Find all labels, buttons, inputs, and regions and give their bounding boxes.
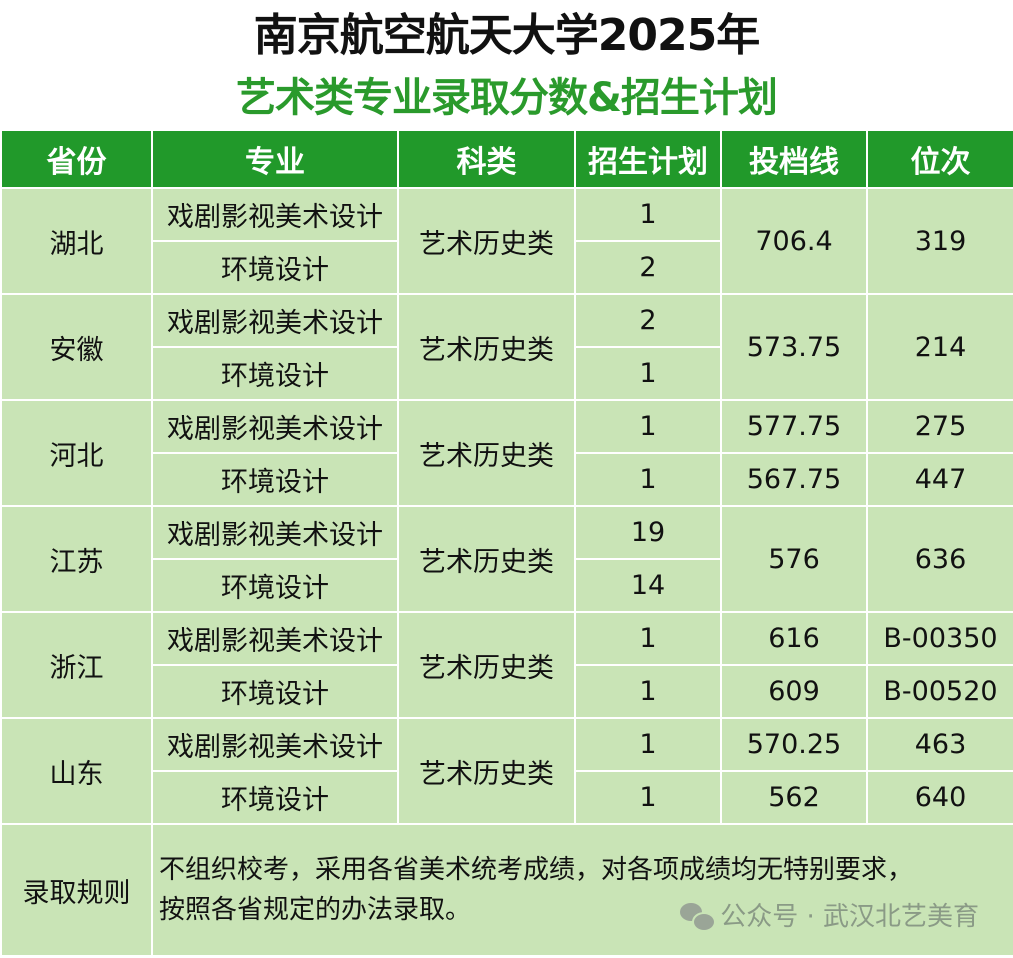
major-cell: 戏剧影视美术设计 (151, 293, 399, 348)
category-cell: 艺术历史类 (397, 611, 576, 719)
admission-table: 省份 专业 科类 招生计划 投档线 位次 湖北 戏剧影视美术设计 艺术历史类 1… (0, 129, 1013, 957)
plan-cell: 1 (574, 399, 722, 454)
table-row: 安徽 戏剧影视美术设计 艺术历史类 2 573.75 214 (0, 293, 1013, 401)
header-row: 省份 专业 科类 招生计划 投档线 位次 (0, 129, 1013, 189)
page-title: 南京航空航天大学2025年 (253, 10, 760, 61)
score-cell: 576 (720, 505, 868, 613)
plan-cell: 2 (574, 240, 722, 295)
score-cell: 577.75 (720, 399, 868, 454)
plan-cell: 1 (574, 187, 722, 242)
province-cell: 河北 (0, 399, 153, 507)
category-cell: 艺术历史类 (397, 505, 576, 613)
province-cell: 安徽 (0, 293, 153, 401)
table-row: 环境设计 1 567.75 447 (1, 452, 1013, 507)
rule-line-2: 按照各省规定的办法录取。 (159, 895, 472, 925)
plan-cell: 19 (574, 505, 722, 560)
major-cell: 环境设计 (151, 346, 399, 401)
category-cell: 艺术历史类 (397, 399, 576, 507)
admission-rule-row: 录取规则 不组织校考，采用各省美术统考成绩，对各项成绩均无特别要求， 按照各省规… (0, 823, 1013, 957)
watermark: 公众号 · 武汉北艺美育 (680, 897, 979, 937)
table-row: 环境设计 14 (1, 558, 1013, 613)
wechat-icon (680, 903, 717, 932)
category-cell: 艺术历史类 (397, 187, 576, 295)
major-cell: 戏剧影视美术设计 (151, 717, 399, 772)
rank-cell: 640 (866, 770, 1013, 825)
rule-text: 不组织校考，采用各省美术统考成绩，对各项成绩均无特别要求， 按照各省规定的办法录… (151, 823, 1013, 957)
plan-cell: 1 (574, 770, 722, 825)
table-row: 河北 戏剧影视美术设计 艺术历史类 1 577.75 275 (0, 399, 1013, 507)
header-score: 投档线 (720, 129, 868, 189)
header-category: 科类 (397, 129, 576, 189)
major-cell: 戏剧影视美术设计 (151, 399, 399, 454)
major-cell: 环境设计 (151, 558, 399, 613)
province-cell: 浙江 (0, 611, 153, 719)
rank-cell: 275 (866, 399, 1013, 454)
major-cell: 戏剧影视美术设计 (151, 611, 399, 666)
watermark-text: 公众号 · 武汉北艺美育 (720, 902, 979, 932)
rank-cell: 463 (866, 717, 1013, 772)
rank-cell: B-00350 (866, 611, 1013, 666)
score-cell: 562 (720, 770, 868, 825)
table-row: 环境设计 1 (1, 346, 1013, 401)
header-plan: 招生计划 (574, 129, 722, 189)
rank-cell: 447 (866, 452, 1013, 507)
score-cell: 616 (720, 611, 868, 666)
major-cell: 环境设计 (151, 240, 399, 295)
table-row: 环境设计 2 (1, 240, 1013, 295)
header-rank: 位次 (866, 129, 1013, 189)
province-cell: 江苏 (0, 505, 153, 613)
category-cell: 艺术历史类 (397, 717, 576, 825)
province-cell: 山东 (0, 717, 153, 825)
table-row: 湖北 戏剧影视美术设计 艺术历史类 1 706.4 319 (0, 187, 1013, 295)
table-row: 环境设计 1 609 B-00520 (1, 664, 1013, 719)
score-cell: 706.4 (720, 187, 868, 295)
major-cell: 环境设计 (151, 664, 399, 719)
table-row: 浙江 戏剧影视美术设计 艺术历史类 1 616 B-00350 (0, 611, 1013, 719)
plan-cell: 1 (574, 346, 722, 401)
table-row: 江苏 戏剧影视美术设计 艺术历史类 19 576 636 (0, 505, 1013, 613)
score-cell: 570.25 (720, 717, 868, 772)
major-cell: 戏剧影视美术设计 (151, 187, 399, 242)
major-cell: 环境设计 (151, 770, 399, 825)
major-cell: 环境设计 (151, 452, 399, 507)
plan-cell: 1 (574, 664, 722, 719)
page-subtitle: 艺术类专业录取分数&招生计划 (236, 75, 778, 121)
rank-cell: 319 (866, 187, 1013, 295)
table-row: 山东 戏剧影视美术设计 艺术历史类 1 570.25 463 (0, 717, 1013, 825)
province-cell: 湖北 (0, 187, 153, 295)
plan-cell: 2 (574, 293, 722, 348)
rank-cell: 214 (866, 293, 1013, 401)
rank-cell: B-00520 (866, 664, 1013, 719)
rule-label: 录取规则 (0, 823, 153, 957)
rule-line-1: 不组织校考，采用各省美术统考成绩，对各项成绩均无特别要求， (159, 855, 914, 885)
plan-cell: 1 (574, 611, 722, 666)
major-cell: 戏剧影视美术设计 (151, 505, 399, 560)
score-cell: 573.75 (720, 293, 868, 401)
header-major: 专业 (151, 129, 399, 189)
header-province: 省份 (0, 129, 153, 189)
table-row: 环境设计 1 562 640 (1, 770, 1013, 825)
rank-cell: 636 (866, 505, 1013, 613)
plan-cell: 1 (574, 452, 722, 507)
category-cell: 艺术历史类 (397, 293, 576, 401)
score-cell: 609 (720, 664, 868, 719)
score-cell: 567.75 (720, 452, 868, 507)
plan-cell: 14 (574, 558, 722, 613)
plan-cell: 1 (574, 717, 722, 772)
